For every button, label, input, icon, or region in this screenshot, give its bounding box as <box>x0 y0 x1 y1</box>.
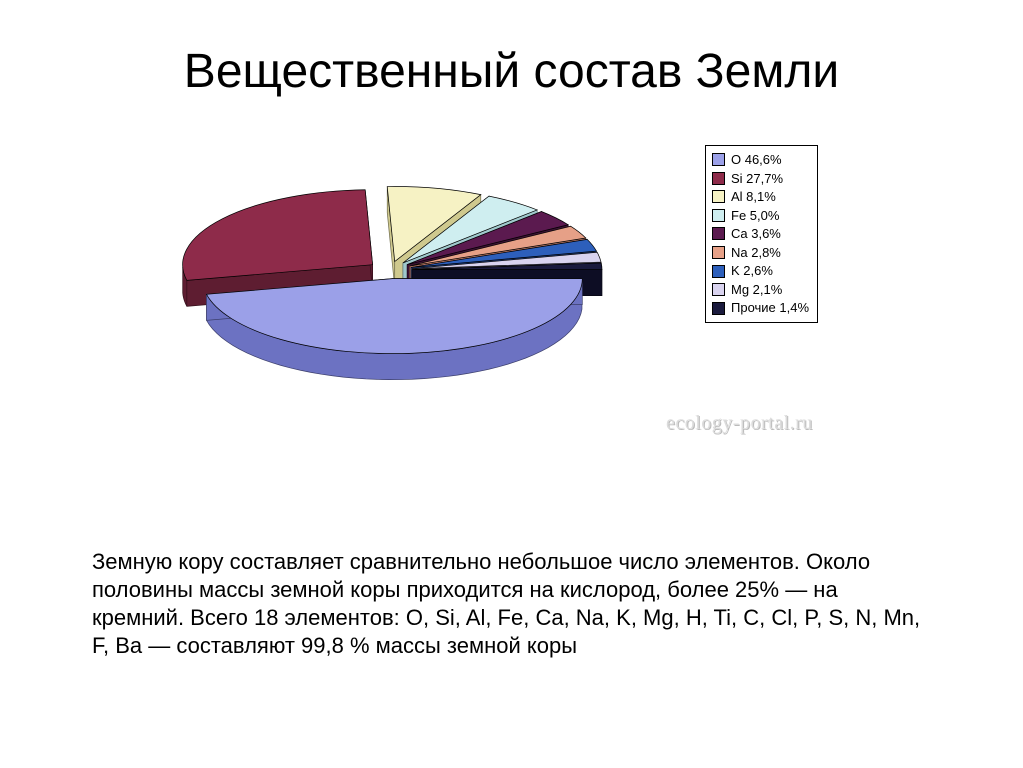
legend-swatch <box>712 246 725 259</box>
legend-label: Si 27,7% <box>731 170 783 188</box>
legend-label: Fe 5,0% <box>731 207 779 225</box>
slide: Вещественный состав Земли O 46,6%Si 27,7… <box>0 0 1023 768</box>
legend-item: Fe 5,0% <box>712 207 809 225</box>
watermark: ecology-portal.ru <box>666 412 813 435</box>
chart-legend: O 46,6%Si 27,7%Al 8,1%Fe 5,0%Ca 3,6%Na 2… <box>705 145 818 323</box>
legend-label: Mg 2,1% <box>731 281 782 299</box>
legend-label: Na 2,8% <box>731 244 781 262</box>
legend-label: Ca 3,6% <box>731 225 781 243</box>
legend-label: K 2,6% <box>731 262 773 280</box>
legend-swatch <box>712 190 725 203</box>
legend-item: K 2,6% <box>712 262 809 280</box>
legend-label: O 46,6% <box>731 151 782 169</box>
legend-item: Na 2,8% <box>712 244 809 262</box>
legend-item: Ca 3,6% <box>712 225 809 243</box>
legend-label: Прочие 1,4% <box>731 299 809 317</box>
legend-swatch <box>712 209 725 222</box>
legend-item: O 46,6% <box>712 151 809 169</box>
legend-swatch <box>712 172 725 185</box>
legend-swatch <box>712 153 725 166</box>
body-paragraph: Земную кору составляет сравнительно небо… <box>92 548 932 661</box>
pie-chart <box>110 150 630 400</box>
legend-swatch <box>712 265 725 278</box>
legend-swatch <box>712 227 725 240</box>
slide-title: Вещественный состав Земли <box>0 44 1023 99</box>
legend-swatch <box>712 302 725 315</box>
legend-item: Al 8,1% <box>712 188 809 206</box>
legend-item: Mg 2,1% <box>712 281 809 299</box>
legend-item: Прочие 1,4% <box>712 299 809 317</box>
legend-swatch <box>712 283 725 296</box>
legend-item: Si 27,7% <box>712 170 809 188</box>
legend-label: Al 8,1% <box>731 188 776 206</box>
